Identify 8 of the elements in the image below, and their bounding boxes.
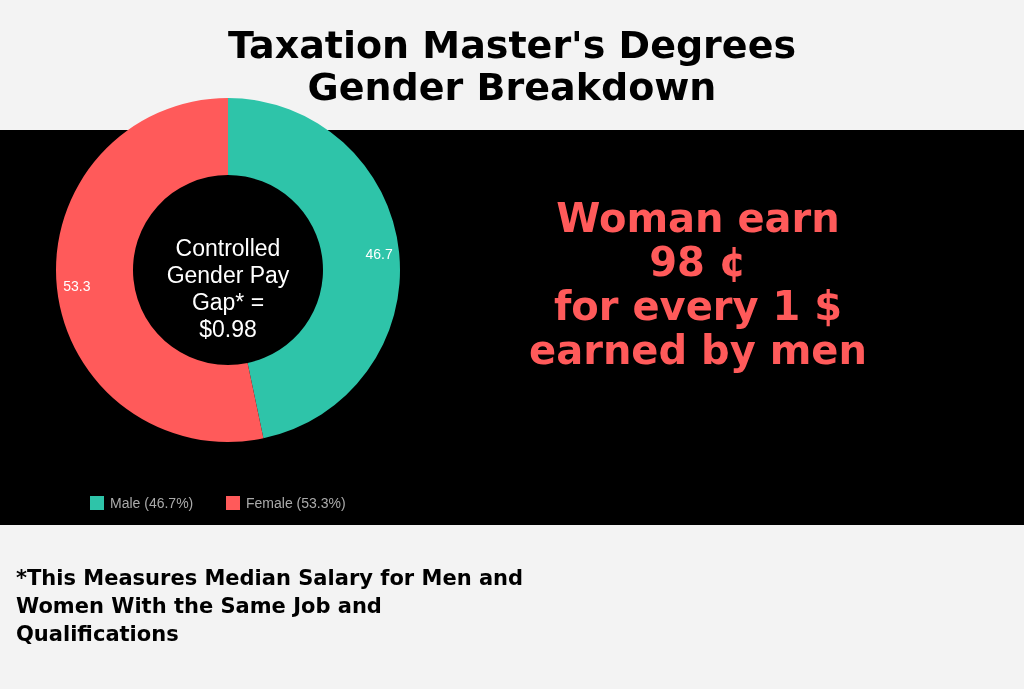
data-label: 53.3	[63, 277, 91, 294]
legend-label: Male (46.7%)	[110, 495, 194, 511]
text: *This Measures Median Salary for Men and Women With the Same Job and Qualifications	[16, 566, 524, 646]
text: Taxation Master's Degrees Gender Breakdown	[227, 23, 797, 109]
text: Controlled Gender Pay Gap* = $0.98	[166, 235, 290, 342]
legend-label: Female (53.3%)	[246, 495, 346, 511]
data-label: 46.7	[365, 246, 394, 263]
text: Woman earn 98 ¢ for every 1 $ earned by men	[529, 195, 867, 373]
